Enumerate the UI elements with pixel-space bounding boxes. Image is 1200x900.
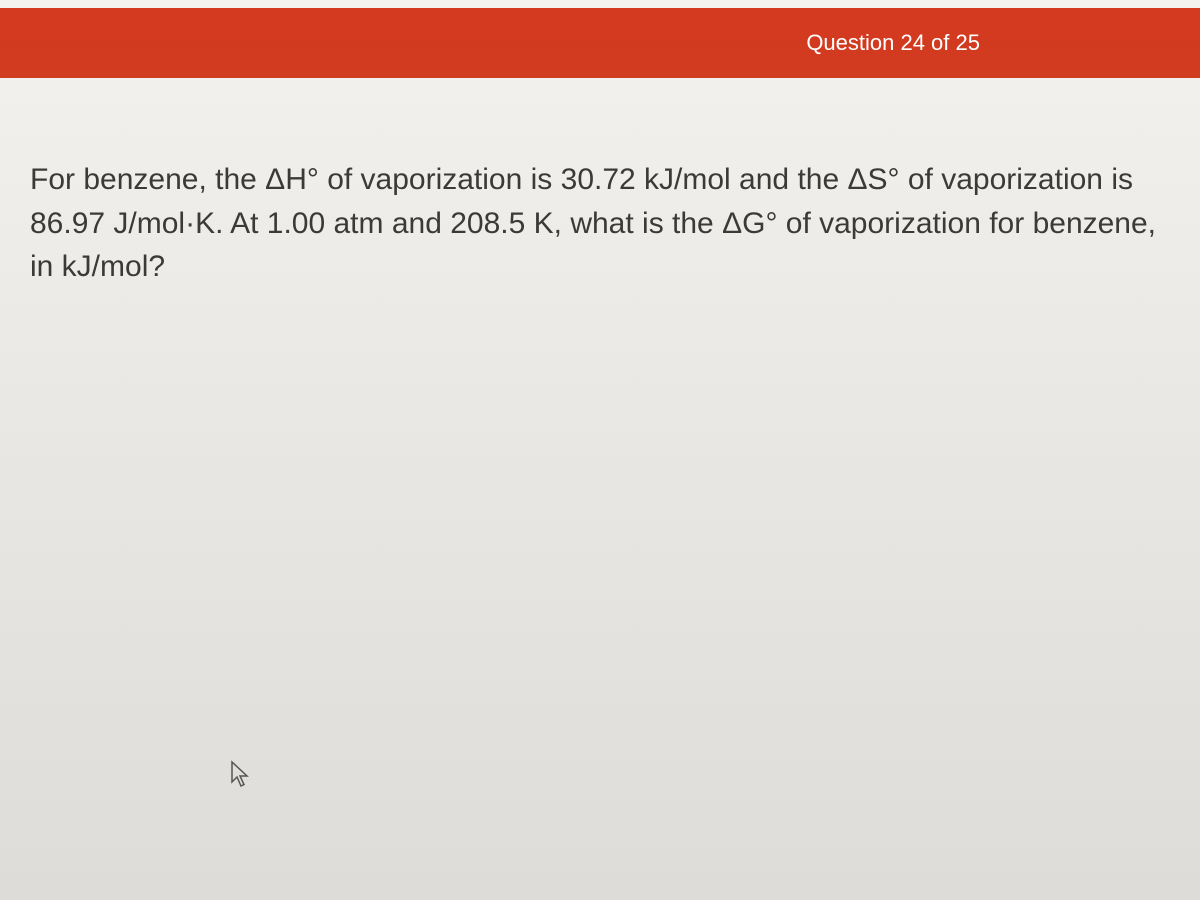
- quiz-header-bar: Question 24 of 25: [0, 8, 1200, 78]
- question-text: For benzene, the ΔH° of vaporization is …: [30, 158, 1170, 289]
- top-border: [0, 0, 1200, 8]
- cursor-icon: [230, 760, 252, 790]
- question-counter: Question 24 of 25: [806, 30, 980, 56]
- question-content-area: For benzene, the ΔH° of vaporization is …: [0, 78, 1200, 900]
